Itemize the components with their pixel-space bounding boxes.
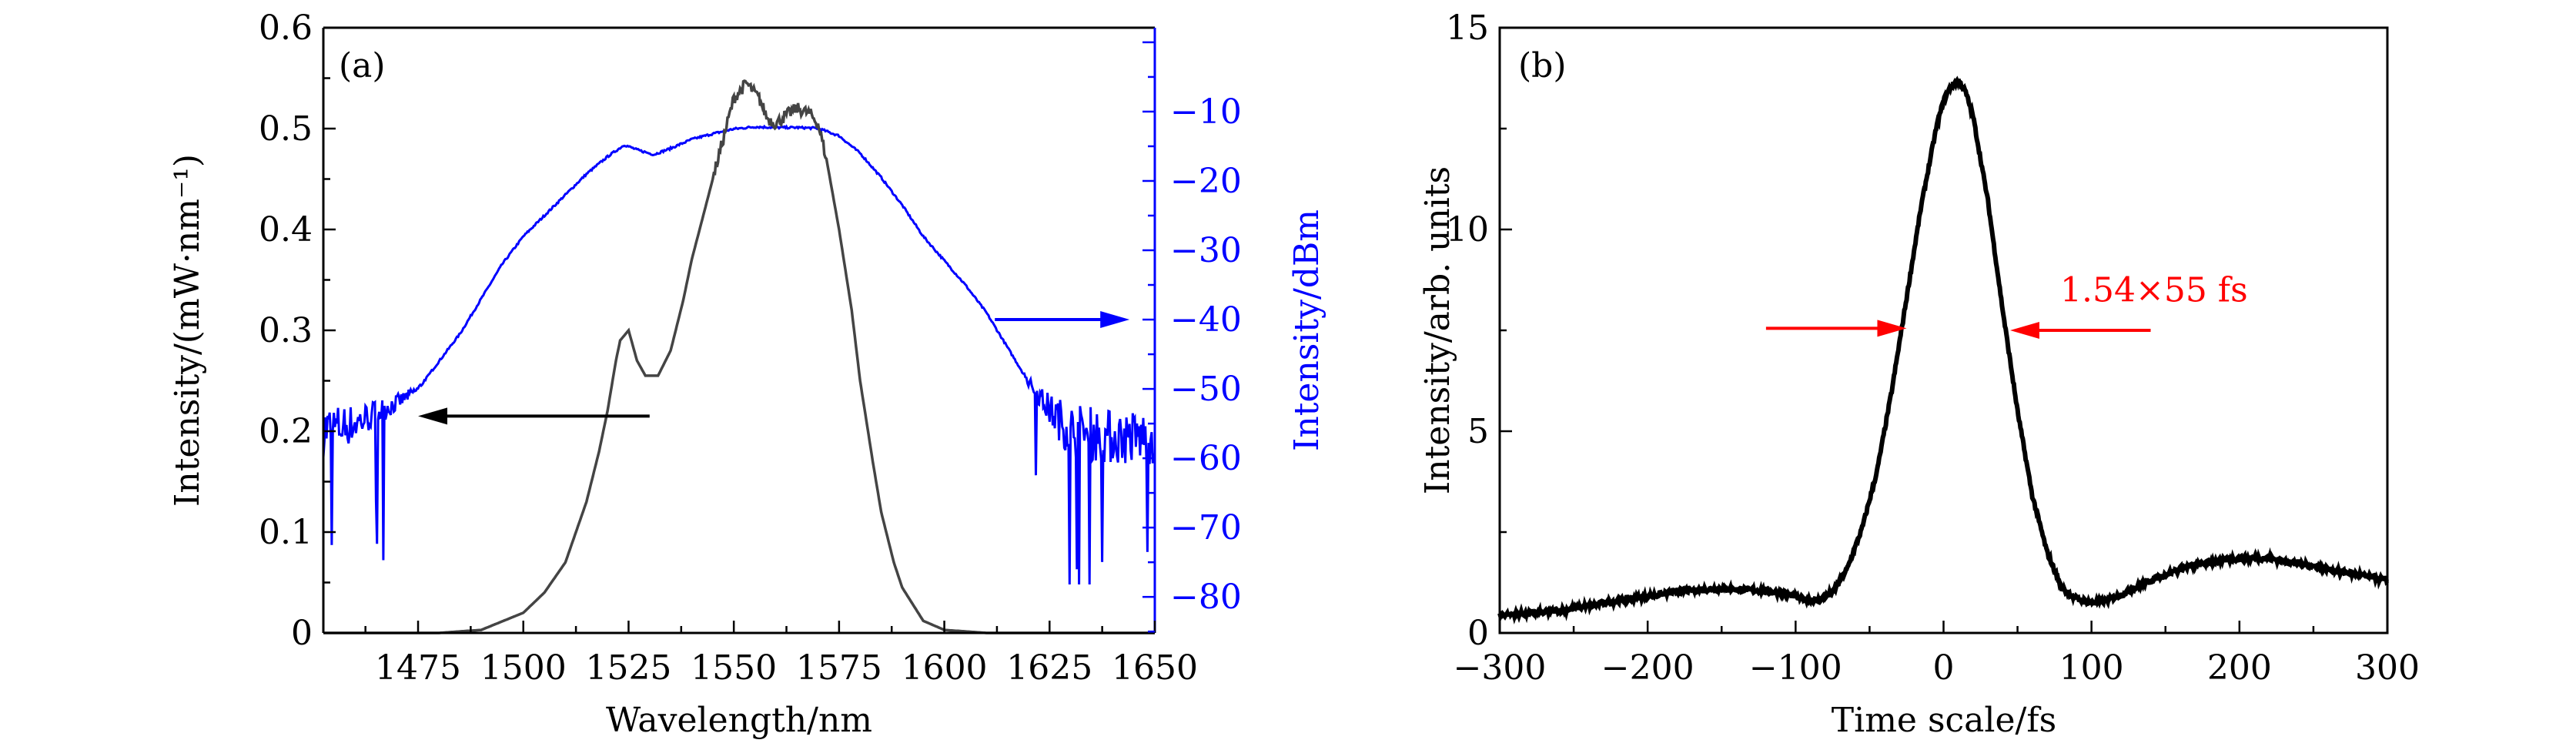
- left-axis-arrow-head: [418, 407, 448, 425]
- y-tick-label: 0.4: [259, 210, 313, 249]
- x-tick-label: 0: [1933, 648, 1955, 688]
- panel-b-label: (b): [1518, 46, 1567, 85]
- right-axis-arrow-head: [1100, 311, 1130, 329]
- y-tick-label: 0: [1467, 614, 1489, 653]
- y2-tick-label: −20: [1170, 162, 1242, 201]
- panel-b: (b) Time scale/fs Intensity/arb. units 1…: [1418, 8, 2420, 740]
- y2-tick-label: −10: [1170, 92, 1242, 132]
- y2-tick-label: −80: [1170, 578, 1242, 617]
- y-tick-label: 0: [291, 614, 313, 653]
- y-tick-label: 0.6: [259, 8, 313, 48]
- panel-b-annotation: 1.54×55 fs: [2060, 271, 2248, 310]
- fwhm-left-arrow-head: [1877, 320, 1907, 337]
- x-tick-label: 200: [2207, 648, 2272, 688]
- linear-spectrum-line: [323, 79, 1155, 634]
- y-tick-label: 0.5: [259, 109, 313, 149]
- panel-a-label: (a): [339, 46, 386, 85]
- y2-tick-label: −30: [1170, 231, 1242, 270]
- panel-b-xlabel: Time scale/fs: [1832, 701, 2056, 740]
- x-tick-label: 1475: [375, 648, 461, 688]
- x-tick-label: −200: [1601, 648, 1694, 688]
- plot-frame: [1498, 26, 2389, 634]
- log-spectrum-line: [322, 124, 1156, 585]
- x-tick-label: 1550: [691, 648, 777, 688]
- y2-tick-label: −70: [1170, 508, 1242, 547]
- fwhm-right-arrow-head: [2009, 322, 2039, 339]
- y2-tick-label: −60: [1170, 439, 1242, 478]
- panel-a-xlabel: Wavelength/nm: [606, 701, 872, 740]
- y2-tick-label: −50: [1170, 370, 1242, 409]
- panel-b-ylabel: Intensity/arb. units: [1418, 166, 1457, 494]
- y-tick-label: 5: [1467, 412, 1489, 451]
- y-tick-label: 10: [1446, 210, 1489, 249]
- x-tick-label: −100: [1749, 648, 1842, 688]
- autocorrelation-line: [1497, 75, 2390, 624]
- x-tick-label: 1525: [585, 648, 671, 688]
- x-tick-label: 1625: [1006, 648, 1092, 688]
- x-tick-label: 1575: [796, 648, 882, 688]
- x-tick-label: 1650: [1112, 648, 1198, 688]
- x-tick-label: 100: [2059, 648, 2124, 688]
- y-tick-label: 15: [1446, 8, 1489, 48]
- y-tick-label: 0.1: [259, 513, 313, 552]
- x-tick-label: 1600: [902, 648, 988, 688]
- x-tick-label: 1500: [480, 648, 567, 688]
- y2-tick-label: −40: [1170, 300, 1242, 340]
- panel-a-y2label: Intensity/dBm: [1287, 209, 1326, 451]
- x-tick-label: 300: [2355, 648, 2420, 688]
- y-tick-label: 0.3: [259, 311, 313, 350]
- panel-a-ylabel: Intensity/(mW·nm⁻¹): [168, 154, 207, 507]
- y-tick-label: 0.2: [259, 412, 313, 451]
- panel-a: (a) Wavelength/nm Intensity/(mW·nm⁻¹) In…: [168, 8, 1326, 740]
- x-tick-label: −300: [1454, 648, 1547, 688]
